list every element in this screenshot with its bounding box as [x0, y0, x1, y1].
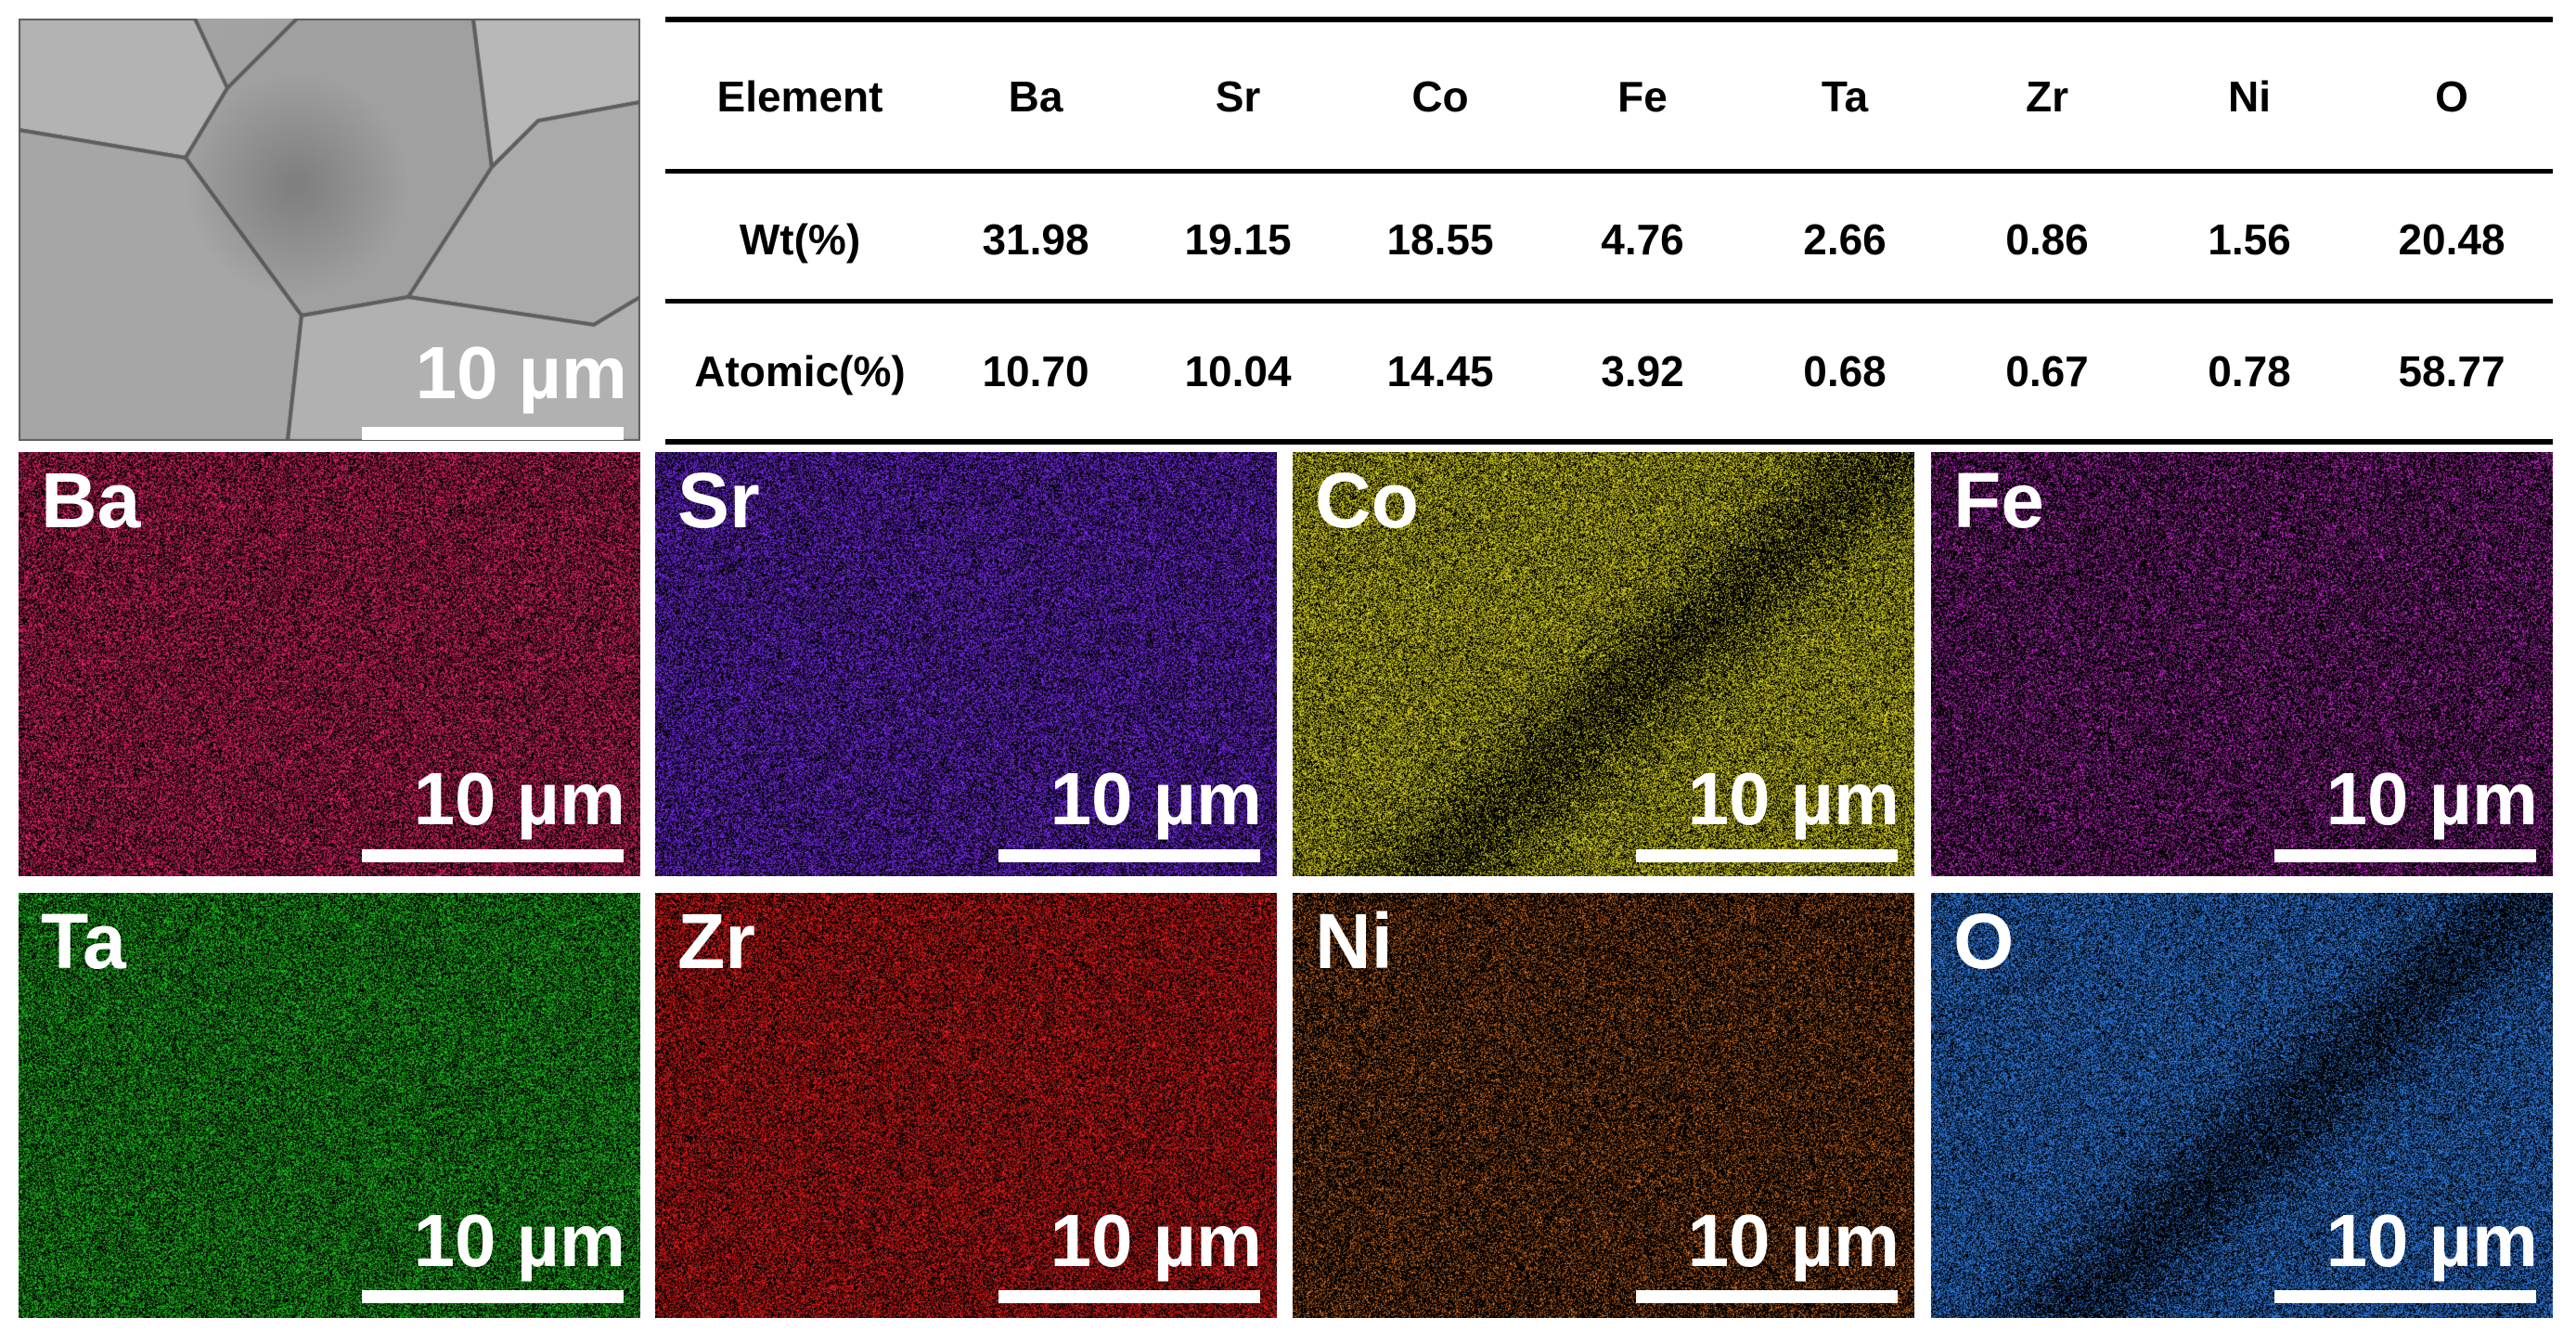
- eds-map-zr: Zr 10 µm: [655, 893, 1277, 1318]
- sem-scale-bar-label: 10 µm: [415, 331, 627, 414]
- sem-micrograph: 10 µm: [19, 19, 640, 441]
- map-label-o: O: [1953, 898, 2015, 985]
- map-scale-bar-label: 10 µm: [413, 757, 625, 840]
- map-scale-bar-label: 10 µm: [2325, 1199, 2538, 1282]
- table-header-rule: [665, 169, 2553, 174]
- table-row-atomic: Atomic(%) 10.70 10.04 14.45 3.92 0.68 0.…: [665, 304, 2553, 439]
- map-scale-bar-label: 10 µm: [1050, 1199, 1262, 1282]
- map-scale-bar: [2274, 1290, 2536, 1303]
- table-cell: 4.76: [1601, 214, 1684, 264]
- map-label-ni: Ni: [1315, 898, 1393, 985]
- eds-map-ni: Ni 10 µm: [1293, 893, 1914, 1318]
- header-cell-ni: Ni: [2228, 72, 2271, 121]
- table-cell: 0.78: [2208, 347, 2291, 395]
- map-scale-bar: [362, 1290, 624, 1303]
- map-scale-bar-label: 10 µm: [1687, 757, 1900, 840]
- table-cell: 0.67: [2005, 347, 2089, 395]
- table-middle-rule: [665, 299, 2553, 304]
- eds-map-ba-image: [19, 452, 640, 876]
- map-scale-bar: [1636, 849, 1898, 862]
- map-label-ba: Ba: [41, 457, 141, 544]
- table-cell: 10.70: [982, 347, 1089, 395]
- eds-composition-table: Element Ba Sr Co Fe Ta Zr Ni O Wt(%) 31.…: [665, 17, 2553, 445]
- header-cell-element: Element: [716, 72, 883, 121]
- map-scale-bar: [362, 849, 624, 862]
- header-cell-co: Co: [1411, 72, 1469, 121]
- eds-map-ta: Ta 10 µm: [19, 893, 640, 1318]
- map-scale-bar-label: 10 µm: [1687, 1199, 1900, 1282]
- eds-map-o-image: [1931, 893, 2553, 1318]
- eds-map-sr: Sr 10 µm: [655, 452, 1277, 876]
- eds-map-zr-image: [655, 893, 1277, 1318]
- table-cell: 14.45: [1386, 347, 1494, 395]
- table-cell: 19.15: [1184, 214, 1292, 264]
- row-label-atomic: Atomic(%): [694, 347, 906, 395]
- eds-map-co-image: [1293, 452, 1914, 876]
- header-cell-zr: Zr: [2026, 72, 2068, 121]
- table-cell: 0.86: [2005, 214, 2089, 264]
- map-label-co: Co: [1315, 457, 1419, 544]
- header-cell-o: O: [2435, 72, 2468, 121]
- table-top-rule: [665, 17, 2553, 22]
- eds-map-co: Co 10 µm: [1293, 452, 1914, 876]
- table-cell: 2.66: [1803, 214, 1887, 264]
- eds-map-fe: Fe 10 µm: [1931, 452, 2553, 876]
- row-label-wt: Wt(%): [739, 214, 861, 264]
- map-scale-bar-label: 10 µm: [2325, 757, 2538, 840]
- table-cell: 58.77: [2398, 347, 2505, 395]
- map-label-zr: Zr: [677, 898, 755, 985]
- map-scale-bar-label: 10 µm: [1050, 757, 1262, 840]
- table-bottom-rule: [665, 439, 2553, 445]
- table-cell: 31.98: [982, 214, 1089, 264]
- map-label-sr: Sr: [677, 457, 760, 544]
- eds-map-sr-image: [655, 452, 1277, 876]
- map-scale-bar: [998, 849, 1260, 862]
- map-scale-bar: [1636, 1290, 1898, 1303]
- header-cell-ba: Ba: [1008, 72, 1063, 121]
- table-row-wt: Wt(%) 31.98 19.15 18.55 4.76 2.66 0.86 1…: [665, 174, 2553, 304]
- table-cell: 3.92: [1601, 347, 1684, 395]
- header-cell-sr: Sr: [1215, 72, 1261, 121]
- map-label-ta: Ta: [41, 898, 126, 985]
- table-header-row: Element Ba Sr Co Fe Ta Zr Ni O: [665, 22, 2553, 171]
- eds-map-fe-image: [1931, 452, 2553, 876]
- table-cell: 10.04: [1184, 347, 1292, 395]
- eds-map-ni-image: [1293, 893, 1914, 1318]
- eds-map-o: O 10 µm: [1931, 893, 2553, 1318]
- map-scale-bar: [2274, 849, 2536, 862]
- eds-map-ba: Ba 10 µm: [19, 452, 640, 876]
- table-cell: 0.68: [1803, 347, 1887, 395]
- map-label-fe: Fe: [1953, 457, 2045, 544]
- sem-image: [19, 19, 640, 441]
- eds-map-ta-image: [19, 893, 640, 1318]
- header-cell-fe: Fe: [1617, 72, 1668, 121]
- table-cell: 1.56: [2208, 214, 2291, 264]
- table-cell: 20.48: [2398, 214, 2505, 264]
- map-scale-bar-label: 10 µm: [413, 1199, 625, 1282]
- map-scale-bar: [998, 1290, 1260, 1303]
- header-cell-ta: Ta: [1821, 72, 1869, 121]
- sem-scale-bar: [362, 427, 624, 440]
- table-cell: 18.55: [1386, 214, 1494, 264]
